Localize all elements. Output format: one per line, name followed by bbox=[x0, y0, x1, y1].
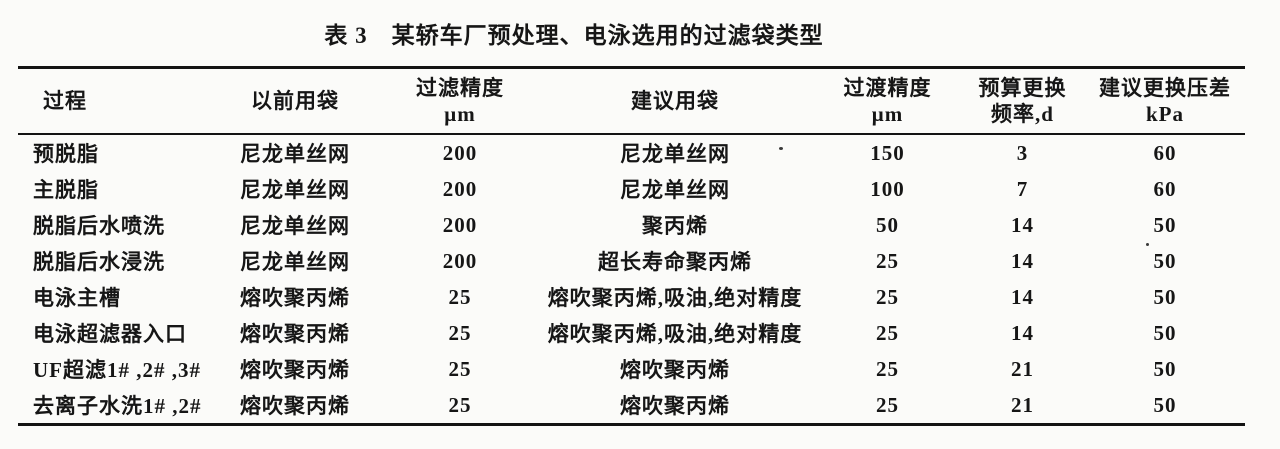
cell-replacement-frequency: 14 bbox=[1011, 284, 1034, 309]
cell-transition-precision: 150 bbox=[870, 140, 905, 165]
header-replacement-pressure: 建议更换压差 kPa bbox=[1085, 67, 1245, 135]
cell-replacement-pressure: 50 bbox=[1153, 320, 1177, 345]
cell-replacement-pressure: 50 bbox=[1153, 356, 1177, 381]
cell-replacement-pressure: 50 bbox=[1153, 392, 1177, 417]
cell-filtration-precision: 200 bbox=[442, 176, 478, 201]
table-caption: 表 3 某轿车厂预处理、电泳选用的过滤袋类型 bbox=[324, 23, 824, 48]
cell-replacement-frequency: 14 bbox=[1011, 212, 1034, 237]
table-header: 过程 以前用袋 过滤精度 μm 建议用袋 过渡精度 μm 预算更换 频率,d bbox=[18, 67, 1245, 135]
table-row: 去离子水洗1# ,2# 熔吹聚丙烯 25 熔吹聚丙烯 25 21 50 bbox=[18, 387, 1245, 425]
cell-filtration-precision: 25 bbox=[448, 284, 472, 309]
cell-filtration-precision: 25 bbox=[448, 320, 472, 345]
cell-process: 脱脂后水喷洗 bbox=[33, 214, 165, 238]
table-row: 预脱脂 尼龙单丝网 200 尼龙单丝网 150 3 60 bbox=[18, 134, 1245, 171]
cell-filtration-precision: 25 bbox=[448, 356, 472, 381]
cell-previous-bag: 熔吹聚丙烯 bbox=[240, 358, 350, 382]
cell-transition-precision: 25 bbox=[876, 356, 899, 381]
cell-recommended-bag: 尼龙单丝网 bbox=[620, 142, 730, 166]
cell-previous-bag: 熔吹聚丙烯 bbox=[240, 394, 350, 418]
header-transition-precision: 过渡精度 μm bbox=[815, 67, 960, 135]
cell-replacement-pressure: 50 bbox=[1153, 212, 1177, 237]
cell-transition-precision: 100 bbox=[870, 176, 905, 201]
cell-process: 预脱脂 bbox=[33, 142, 99, 166]
table-row: 主脱脂 尼龙单丝网 200 尼龙单丝网 100 7 60 bbox=[18, 171, 1245, 207]
header-previous-bag: 以前用袋 bbox=[205, 67, 385, 135]
cell-replacement-frequency: 7 bbox=[1016, 176, 1029, 201]
header-row: 过程 以前用袋 过滤精度 μm 建议用袋 过渡精度 μm 预算更换 频率,d bbox=[18, 67, 1245, 135]
cell-process: 脱脂后水浸洗 bbox=[33, 250, 165, 274]
cell-process: UF超滤1# ,2# ,3# bbox=[33, 358, 201, 382]
cell-transition-precision: 25 bbox=[876, 248, 899, 273]
cell-transition-precision: 25 bbox=[876, 320, 899, 345]
cell-replacement-frequency: 3 bbox=[1016, 140, 1029, 165]
cell-transition-precision: 25 bbox=[876, 392, 899, 417]
cell-filtration-precision: 200 bbox=[442, 212, 478, 237]
cell-previous-bag: 尼龙单丝网 bbox=[240, 178, 350, 202]
header-recommended-bag: 建议用袋 bbox=[535, 67, 815, 135]
filter-bag-table: 过程 以前用袋 过滤精度 μm 建议用袋 过渡精度 μm 预算更换 频率,d bbox=[18, 66, 1245, 426]
table-row: UF超滤1# ,2# ,3# 熔吹聚丙烯 25 熔吹聚丙烯 25 21 50 bbox=[18, 351, 1245, 387]
cell-recommended-bag: 熔吹聚丙烯,吸油,绝对精度 bbox=[547, 322, 803, 346]
cell-previous-bag: 尼龙单丝网 bbox=[240, 142, 350, 166]
scan-speck bbox=[1146, 243, 1149, 246]
cell-replacement-pressure: 60 bbox=[1153, 176, 1177, 201]
cell-recommended-bag: 超长寿命聚丙烯 bbox=[598, 250, 752, 274]
cell-previous-bag: 熔吹聚丙烯 bbox=[240, 322, 350, 346]
header-filtration-precision: 过滤精度 μm bbox=[385, 67, 535, 135]
cell-replacement-frequency: 21 bbox=[1011, 356, 1034, 381]
table-row: 电泳超滤器入口 熔吹聚丙烯 25 熔吹聚丙烯,吸油,绝对精度 25 14 50 bbox=[18, 315, 1245, 351]
cell-recommended-bag: 熔吹聚丙烯,吸油,绝对精度 bbox=[547, 286, 803, 310]
table-row: 脱脂后水喷洗 尼龙单丝网 200 聚丙烯 50 14 50 bbox=[18, 207, 1245, 243]
cell-filtration-precision: 200 bbox=[442, 140, 478, 165]
table-row: 电泳主槽 熔吹聚丙烯 25 熔吹聚丙烯,吸油,绝对精度 25 14 50 bbox=[18, 279, 1245, 315]
scan-speck bbox=[779, 147, 783, 150]
cell-previous-bag: 尼龙单丝网 bbox=[240, 214, 350, 238]
cell-previous-bag: 尼龙单丝网 bbox=[240, 250, 350, 274]
cell-replacement-pressure: 50 bbox=[1153, 248, 1177, 273]
header-process: 过程 bbox=[18, 67, 205, 135]
header-replacement-frequency: 预算更换 频率,d bbox=[960, 67, 1085, 135]
cell-replacement-frequency: 21 bbox=[1011, 392, 1034, 417]
cell-process: 去离子水洗1# ,2# bbox=[33, 394, 202, 418]
cell-recommended-bag: 尼龙单丝网 bbox=[620, 178, 730, 202]
cell-recommended-bag: 熔吹聚丙烯 bbox=[620, 358, 730, 382]
cell-filtration-precision: 25 bbox=[448, 392, 472, 417]
table-row: 脱脂后水浸洗 尼龙单丝网 200 超长寿命聚丙烯 25 14 50 bbox=[18, 243, 1245, 279]
cell-replacement-pressure: 50 bbox=[1153, 284, 1177, 309]
cell-process: 电泳超滤器入口 bbox=[33, 322, 187, 346]
cell-process: 主脱脂 bbox=[33, 178, 99, 202]
cell-recommended-bag: 聚丙烯 bbox=[642, 214, 708, 238]
cell-filtration-precision: 200 bbox=[442, 248, 478, 273]
table-body: 预脱脂 尼龙单丝网 200 尼龙单丝网 150 3 60 主脱脂 尼龙单丝网 2… bbox=[18, 134, 1245, 425]
cell-replacement-frequency: 14 bbox=[1011, 248, 1034, 273]
cell-transition-precision: 25 bbox=[876, 284, 899, 309]
cell-previous-bag: 熔吹聚丙烯 bbox=[240, 286, 350, 310]
cell-recommended-bag: 熔吹聚丙烯 bbox=[620, 394, 730, 418]
cell-transition-precision: 50 bbox=[876, 212, 899, 237]
cell-replacement-pressure: 60 bbox=[1153, 140, 1177, 165]
cell-process: 电泳主槽 bbox=[33, 286, 121, 310]
cell-replacement-frequency: 14 bbox=[1011, 320, 1034, 345]
